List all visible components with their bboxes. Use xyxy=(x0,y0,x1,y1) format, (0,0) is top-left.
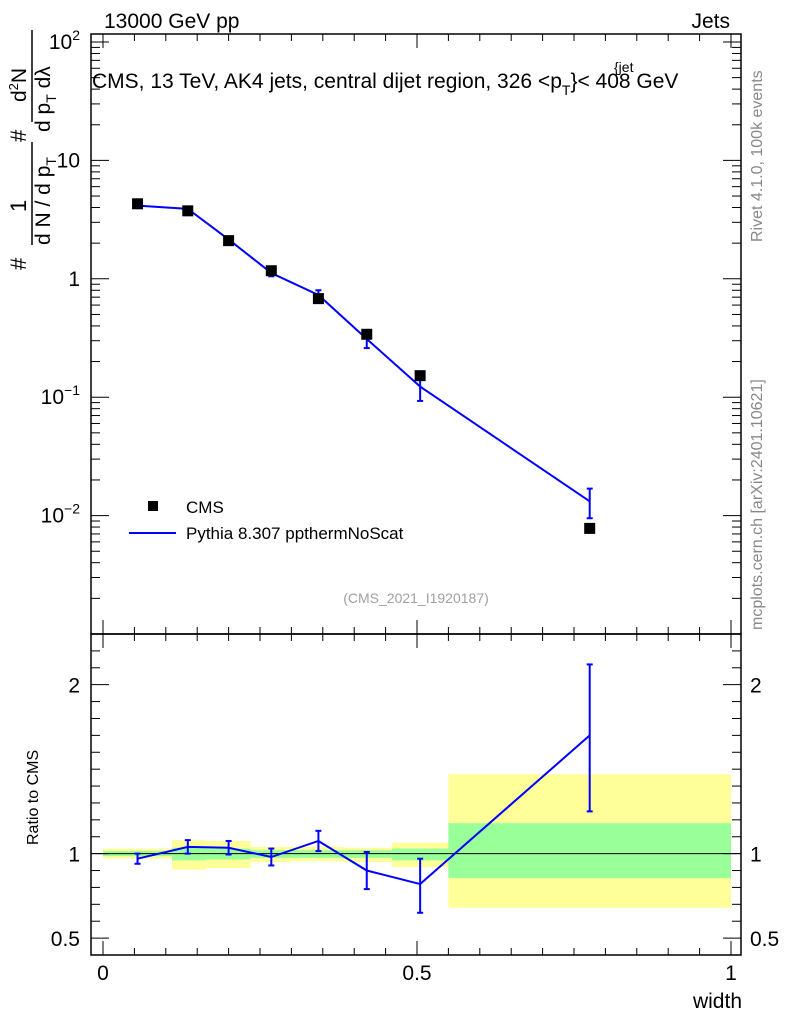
watermark: (CMS_2021_I1920187) xyxy=(343,590,489,606)
y-tick-label-bottom-right-2: 0.5 xyxy=(750,928,779,951)
cms-point-7 xyxy=(584,522,596,534)
legend-label-cms: CMS xyxy=(186,498,224,517)
chart-title-sub: T xyxy=(562,82,571,98)
y-tick-label-top-0: 102 xyxy=(49,27,80,54)
header-left: 13000 GeV pp xyxy=(104,10,239,33)
y-label-right-num-b: N xyxy=(8,68,31,83)
y-label-factor-den: d N / d pT xyxy=(32,157,59,245)
pythia-line xyxy=(137,204,591,503)
bottom-panel-marks xyxy=(134,663,593,914)
y-tick-label-bottom-right-1: 1 xyxy=(750,844,762,867)
y-tick-label-bottom-right-0: 2 xyxy=(750,675,762,698)
y-label-hash-1: # xyxy=(6,257,31,270)
y-axis-label-bottom: Ratio to CMS xyxy=(25,750,42,845)
chart-title-main: CMS, 13 TeV, AK4 jets, central dijet reg… xyxy=(92,70,562,93)
y-label-right-num-sup: 2 xyxy=(6,83,21,90)
ratio-line xyxy=(137,734,591,886)
y-label-factor-den-a: d N / d p xyxy=(32,166,55,245)
cms-point-5 xyxy=(361,328,373,340)
y-label-hash-2: # xyxy=(6,129,31,142)
y-axis-label-top: # 1 d N / d pT # d2N d pT dλ xyxy=(6,30,59,270)
band-inner-6 xyxy=(391,848,449,861)
x-tick-label-2: 1 xyxy=(725,962,737,985)
rivet-label: Rivet 4.1.0, 100k events xyxy=(749,70,766,242)
y-label-right-den-sub: T xyxy=(43,94,59,103)
x-tick-label-0: 0 xyxy=(97,962,109,985)
y-label-right-num-a: d xyxy=(8,90,31,102)
legend-label-pythia: Pythia 8.307 ppthermNoScat xyxy=(186,524,404,543)
y-tick-base: 10 xyxy=(41,505,64,528)
cms-point-2 xyxy=(223,235,235,247)
y-tick-label-bottom-1: 1 xyxy=(68,844,80,867)
header-right: Jets xyxy=(691,10,730,33)
y-tick-base: 10 xyxy=(49,31,72,54)
cms-point-0 xyxy=(132,198,144,210)
y-tick-label-top-1: 10 xyxy=(57,149,80,172)
y-label-factor-den-sub: T xyxy=(43,157,59,166)
cms-point-1 xyxy=(182,205,194,217)
y-label-lambda: λ xyxy=(32,66,55,77)
y-tick-label-top-3: 10−1 xyxy=(41,382,81,409)
legend-marker-cms xyxy=(148,501,158,511)
legend: CMS Pythia 8.307 ppthermNoScat xyxy=(129,498,404,543)
cms-point-4 xyxy=(312,293,324,305)
y-label-right-num: d2N xyxy=(6,68,31,102)
top-panel-marks xyxy=(132,198,596,534)
chart-title-sup: {jet xyxy=(614,59,634,75)
y-tick-base: 10 xyxy=(41,386,64,409)
x-tick-label-1: 0.5 xyxy=(402,962,431,985)
cms-point-6 xyxy=(414,370,426,382)
y-tick-exp: −1 xyxy=(64,382,80,398)
y-tick-exp: −2 xyxy=(64,501,80,517)
band-inner-7 xyxy=(448,823,731,879)
y-label-right-den: d pT dλ xyxy=(32,66,59,132)
y-tick-label-bottom-0: 2 xyxy=(68,675,80,698)
mcplots-label: mcplots.cern.ch [arXiv:2401.10621] xyxy=(749,379,766,630)
cms-point-3 xyxy=(265,265,277,277)
ratio-bands xyxy=(103,774,731,908)
y-label-factor-num: 1 xyxy=(6,200,31,212)
x-axis-label: width xyxy=(692,990,742,1013)
y-label-right-den-b: d xyxy=(32,77,55,95)
y-tick-label-top-4: 10−2 xyxy=(41,501,81,528)
chart-title: CMS, 13 TeV, AK4 jets, central dijet reg… xyxy=(92,70,678,98)
top-panel-frame xyxy=(90,33,742,635)
y-tick-label-bottom-2: 0.5 xyxy=(51,928,80,951)
chart-title-tail: }< 408 GeV xyxy=(570,70,678,93)
y-label-right-den-a: d p xyxy=(32,103,55,132)
y-tick-label-top-2: 1 xyxy=(68,268,80,291)
y-tick-exp: 2 xyxy=(72,27,80,43)
bottom-panel-frame xyxy=(90,633,742,956)
